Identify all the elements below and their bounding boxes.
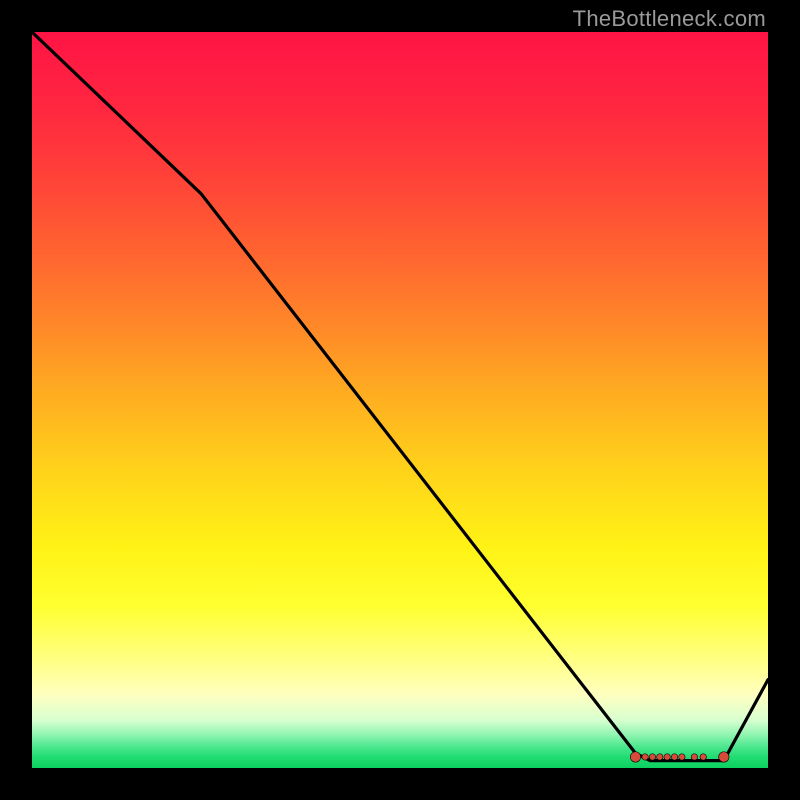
watermark-text: TheBottleneck.com (573, 6, 766, 32)
data-marker (649, 754, 655, 760)
data-marker (642, 754, 648, 760)
data-line (32, 32, 768, 761)
data-marker (679, 754, 685, 760)
data-marker (671, 754, 677, 760)
data-marker (657, 754, 663, 760)
data-marker (719, 752, 729, 762)
line-layer (32, 32, 768, 768)
data-marker (700, 754, 706, 760)
chart-container: TheBottleneck.com (0, 0, 800, 800)
data-marker (664, 754, 670, 760)
data-marker (630, 752, 640, 762)
data-marker (691, 754, 697, 760)
plot-area (32, 32, 768, 768)
